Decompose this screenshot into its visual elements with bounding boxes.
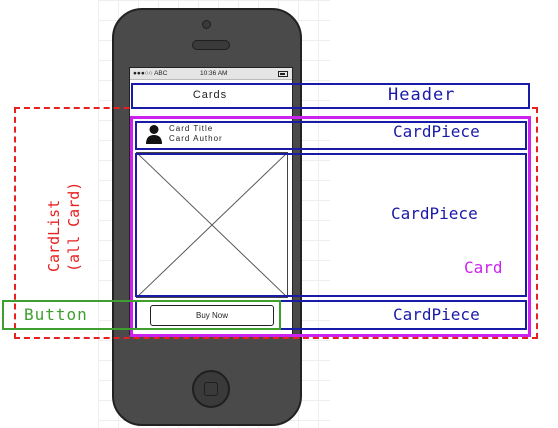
speaker-icon — [192, 40, 230, 50]
home-button[interactable] — [192, 370, 230, 408]
cardpiece-middle-region — [135, 153, 527, 297]
status-carrier: ●●●○○ ABC — [133, 70, 168, 77]
button-label: Button — [24, 305, 88, 324]
card-label: Card — [464, 258, 503, 277]
cardlist-label-line2: (all Card) — [65, 181, 83, 272]
status-time: 10:36 AM — [200, 70, 228, 77]
card-region — [130, 116, 531, 337]
avatar-icon — [146, 125, 162, 144]
cardpiece-bottom-region — [135, 300, 527, 330]
screen-title: Cards — [192, 89, 228, 101]
cardpiece-middle-label: CardPiece — [391, 204, 478, 223]
image-placeholder — [136, 152, 288, 298]
button-region — [2, 300, 281, 330]
card-title: Card Title — [169, 124, 214, 133]
header-label: Header — [388, 85, 456, 105]
battery-icon — [278, 71, 288, 77]
cardpiece-bottom-label: CardPiece — [393, 305, 480, 324]
cardlist-label-line1: CardList — [45, 199, 63, 272]
cardpiece-top-region — [135, 121, 527, 150]
home-square-icon — [204, 382, 218, 396]
cardlist-label: CardList (all Card) — [44, 182, 84, 272]
status-bar — [130, 68, 292, 80]
card-author: Card Author — [169, 134, 223, 143]
camera-icon — [202, 20, 211, 29]
buy-now-button[interactable]: Buy Now — [150, 305, 274, 326]
cardpiece-top-label: CardPiece — [393, 122, 480, 141]
header-region — [131, 83, 530, 109]
